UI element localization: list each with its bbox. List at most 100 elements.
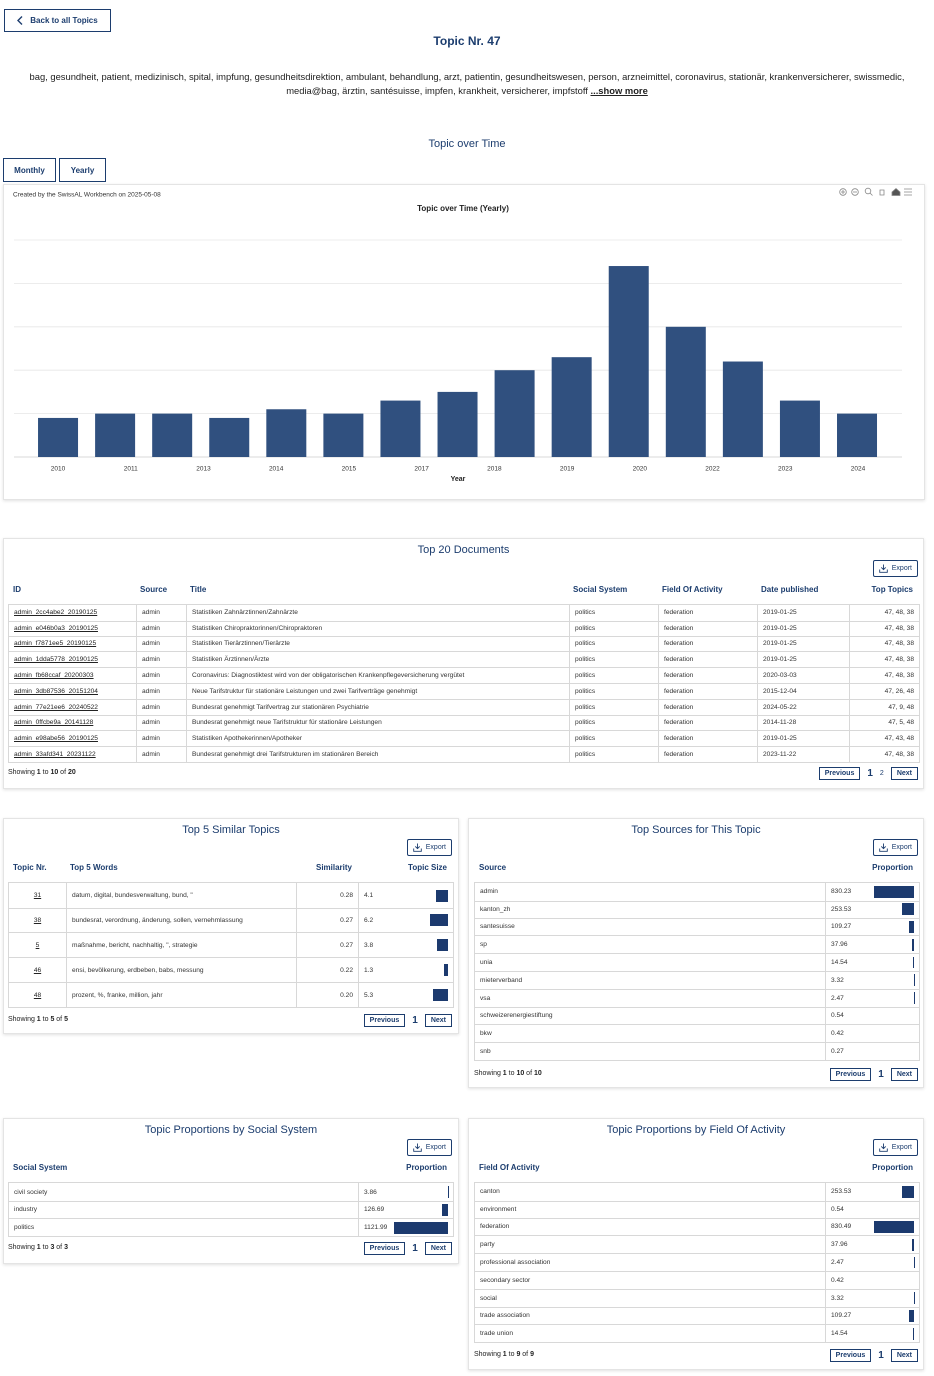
topic-size: 3.8 [364,941,374,949]
document-id[interactable]: admin_e046b0a3_20190125 [14,624,98,632]
topic-number[interactable]: 46 [33,966,42,974]
export-label: Export [891,844,912,851]
table-row: trade association 109.27 [474,1307,920,1326]
table-info: Showing 1 to 3 of 3 [8,1244,68,1251]
page-button[interactable]: Next [890,1349,918,1362]
page-button[interactable]: Previous [363,1014,406,1027]
page-button[interactable]: Next [424,1014,452,1027]
table-cell: 0.54 [825,1200,919,1218]
document-id[interactable]: admin_fb68ccaf_20200303 [14,672,94,680]
field: party [480,1241,495,1249]
table-cell: 2019-01-25 [757,652,849,668]
source: unia [480,959,493,967]
document-id[interactable]: admin_33afd341_20231122 [14,751,96,759]
table-cell: 14.54 [825,954,919,971]
show-more-link[interactable]: ...show more [590,85,648,96]
document-id[interactable]: admin_e98abe56_20190125 [14,735,98,743]
export-button[interactable]: Export [872,560,918,577]
topic-number[interactable]: 38 [33,916,42,924]
export-button[interactable]: Export [406,1139,452,1156]
export-button[interactable]: Export [406,839,452,856]
social-system: industry [14,1206,38,1213]
export-icon [879,564,888,573]
table-cell: admin_f7871ee5_20190125 [9,637,136,652]
bar [837,413,878,457]
bar [779,400,820,457]
page-number[interactable]: 1 [878,1350,884,1361]
document-id[interactable]: admin_2cc4abe2_20190125 [14,609,98,617]
export-button[interactable]: Export [872,839,918,856]
proportion: 1121.99 [364,1224,388,1231]
document-id[interactable]: admin_3db87536_20151204 [14,687,98,695]
page-number[interactable]: 1 [878,1069,884,1080]
document-id[interactable]: admin_77e21ee6_20240522 [14,703,98,711]
monthly-button[interactable]: Monthly [3,158,56,182]
export-button[interactable]: Export [872,1139,918,1156]
field: federation [664,672,694,680]
table-cell: 47, 26, 48 [849,684,919,699]
table-cell: politics [569,699,658,715]
size-bar [908,921,914,933]
topic-number[interactable]: 48 [33,991,42,999]
column-header: Title [190,585,207,594]
table-cell: federation [658,715,757,731]
document-title: Statistiken Chiropraktorinnen/Chiroprakt… [192,624,323,632]
table-info: Showing 1 to 10 of 20 [8,769,76,776]
page-button[interactable]: Previous [363,1242,406,1255]
chart-title: Topic over Time (Yearly) [417,204,509,213]
table-cell: Statistiken Zahnärztinnen/Zahnärzte [186,605,569,621]
page-number[interactable]: 1 [412,1243,418,1254]
table-cell: bundesrat, verordnung, änderung, sollen,… [66,908,296,932]
size-bar [430,914,448,926]
x-tick-label: 2022 [705,466,720,473]
yearly-button[interactable]: Yearly [59,158,106,182]
table-cell: 253.53 [825,900,919,918]
source: vsa [480,994,491,1002]
table-cell: politics [569,684,658,699]
table-row: admin_e046b0a3_20190125 admin Statistiken … [8,620,920,637]
page-button[interactable]: Previous [829,1068,872,1081]
column-header: Proportion [872,1163,913,1172]
page-button[interactable]: Next [424,1242,452,1255]
page-number[interactable]: 1 [412,1015,418,1026]
table-cell: civil society [9,1183,358,1201]
table-row: kanton_zh 253.53 [474,900,920,919]
proportion: 253.53 [831,1188,852,1196]
page-button[interactable]: Previous [829,1349,872,1362]
page-button[interactable]: Next [890,1068,918,1081]
table-cell: admin [136,731,186,747]
topic-number[interactable]: 31 [33,892,42,899]
page-number[interactable]: 2 [879,770,884,777]
table-cell: snb [475,1043,825,1060]
source: admin [142,656,160,664]
table-cell: 2019-01-25 [757,636,849,652]
document-id[interactable]: admin_0ffcbe9a_20141128 [14,719,94,727]
field: federation [664,703,694,711]
field: professional association [480,1259,551,1267]
x-tick-label: 2019 [560,466,575,473]
size-bar [912,938,914,951]
table-cell: 3.32 [825,972,919,989]
social-system: politics [575,624,596,632]
x-tick-label: 2013 [196,466,211,473]
table-cell: 47, 9, 48 [849,699,919,715]
table-cell: trade union [475,1325,825,1342]
table-cell: 109.27 [825,918,919,936]
date: 2020-03-03 [763,672,797,680]
document-id[interactable]: admin_1dda5778_20190125 [14,656,98,664]
table-row: admin_f7871ee5_20190125 admin Statistiken … [8,636,920,653]
page-button[interactable]: Next [890,767,918,780]
table-row: 48 prozent, %, franke, million, jahr 0.20 5… [8,983,454,1008]
chart-toolbar[interactable] [839,187,912,196]
back-button[interactable]: Back to all Topics [4,9,111,32]
page-number[interactable]: 1 [867,768,873,779]
table-cell: 3.86 [358,1183,453,1201]
bar [437,391,478,457]
bar [551,357,592,457]
document-id[interactable]: admin_f7871ee5_20190125 [14,640,97,648]
table-cell: Coronavirus: Diagnostiktest wird von der… [186,668,569,683]
page-button[interactable]: Previous [818,767,861,780]
table-cell: 2024-05-22 [757,699,849,715]
table-cell: 0.27 [296,933,358,957]
topic-number[interactable]: 5 [35,941,40,949]
